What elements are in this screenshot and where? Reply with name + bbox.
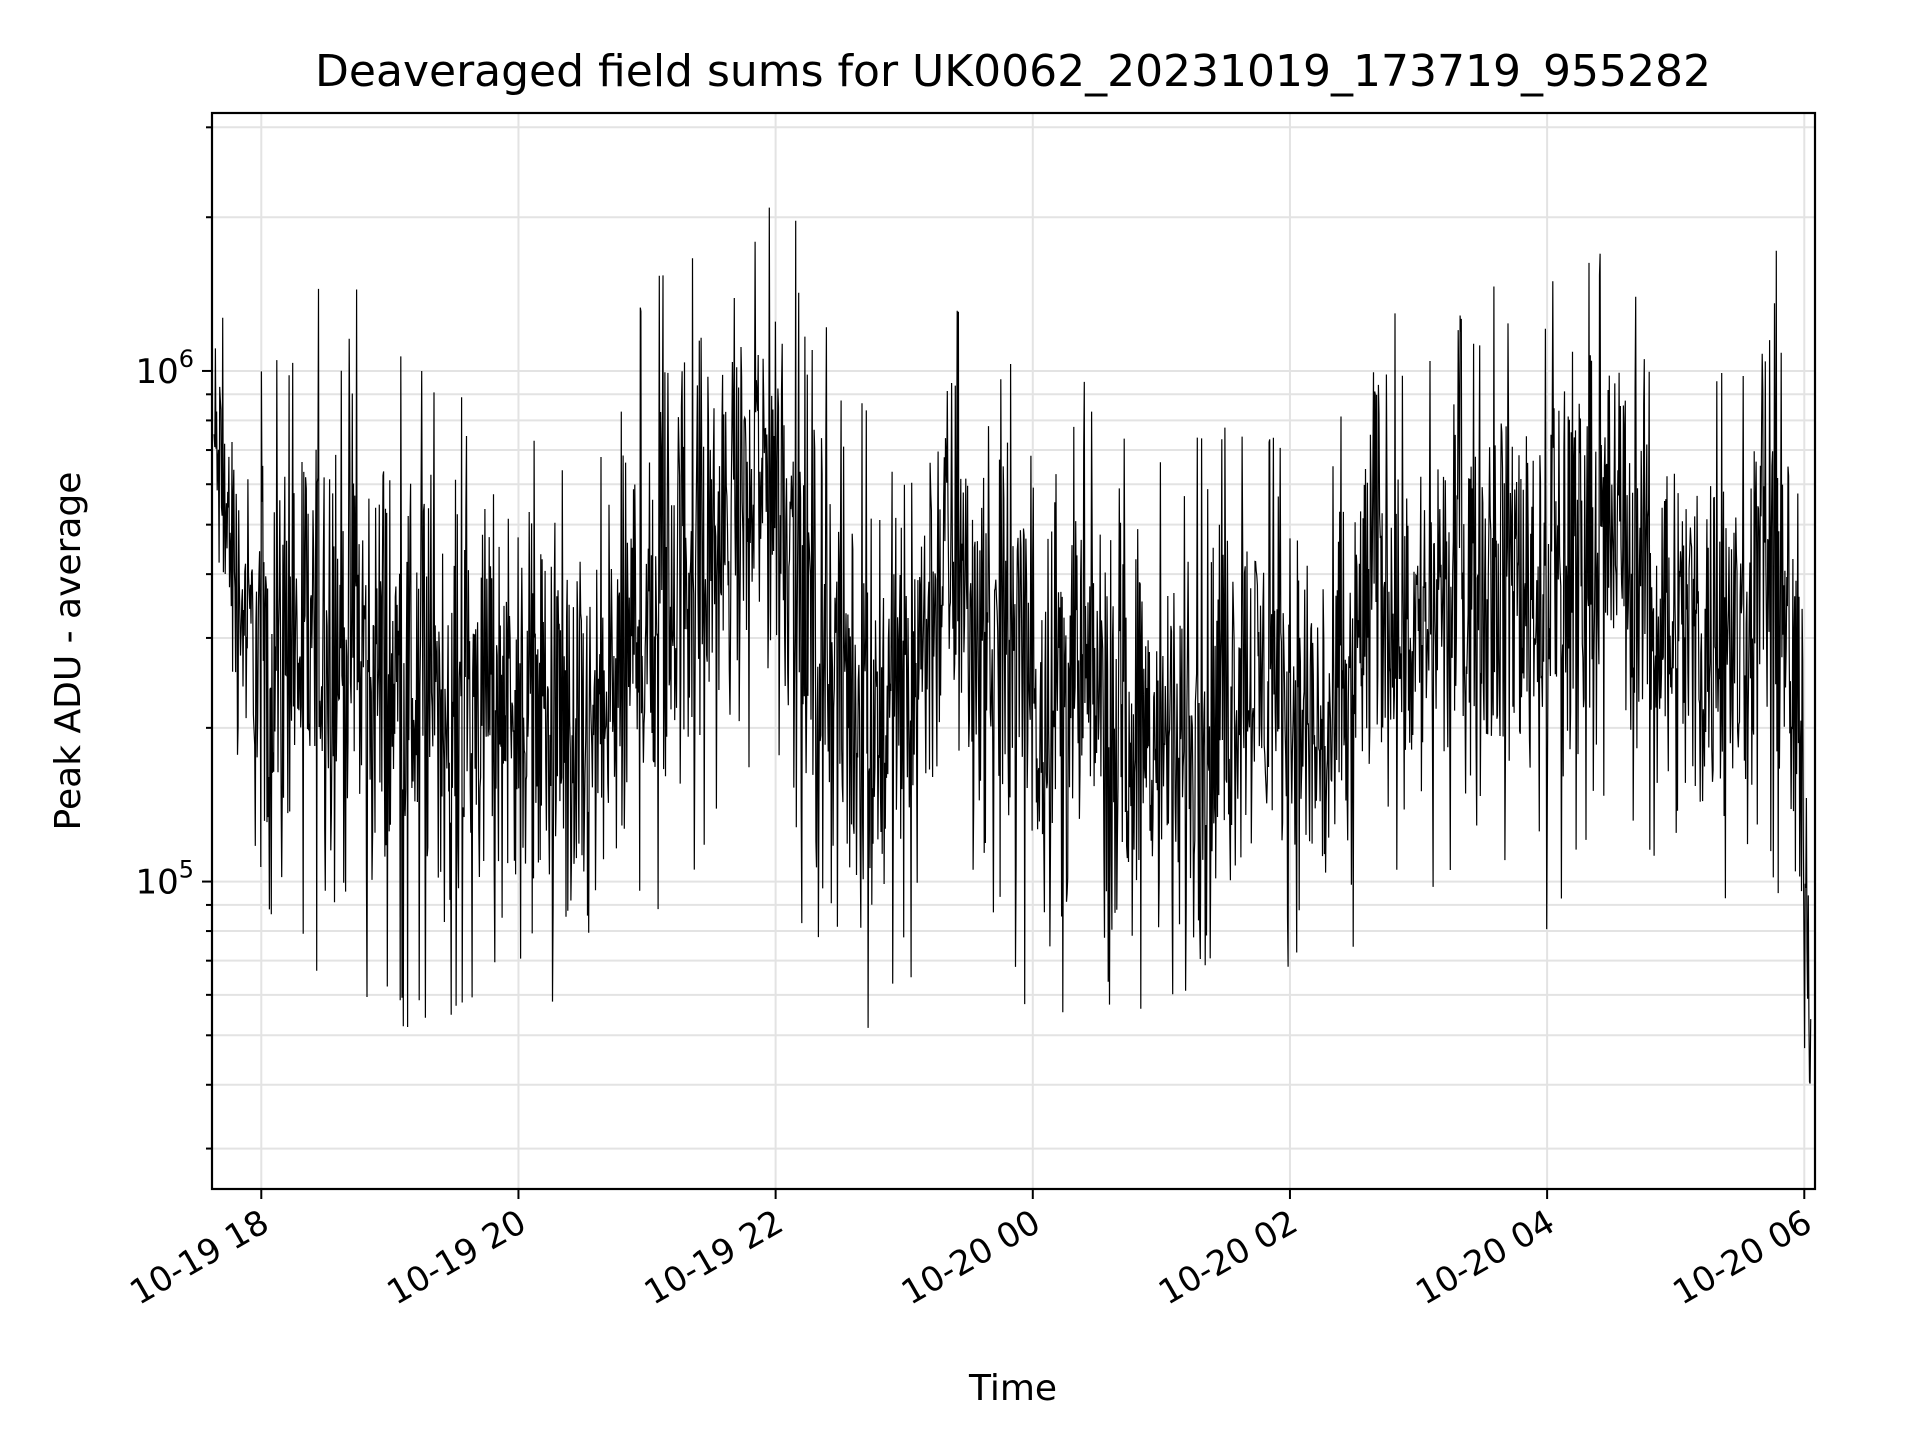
x-axis-label: Time xyxy=(968,1368,1057,1409)
plot-frame xyxy=(210,111,1817,1191)
series-line xyxy=(213,207,1812,1084)
y-tick-label: 105 xyxy=(135,856,194,903)
series-layer xyxy=(213,207,1812,1084)
y-tick-label: 106 xyxy=(135,345,194,392)
chart-title: Deaveraged field sums for UK0062_2023101… xyxy=(315,46,1711,97)
y-axis-label: Peak ADU - average xyxy=(48,472,89,831)
